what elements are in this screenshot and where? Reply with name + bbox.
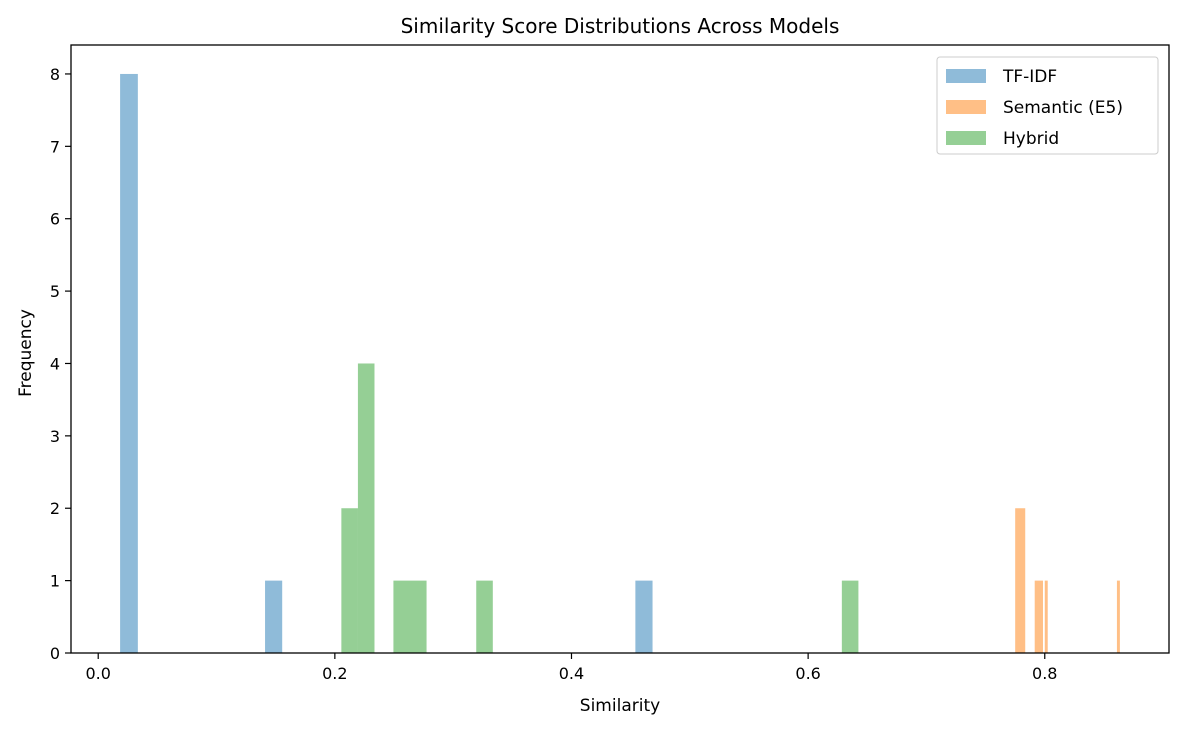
- x-tick-label: 0.8: [1032, 664, 1057, 683]
- chart-title: Similarity Score Distributions Across Mo…: [401, 14, 840, 38]
- y-axis-label: Frequency: [16, 309, 36, 397]
- bar-semantic-e5-1: [1034, 580, 1043, 653]
- y-tick-label: 3: [50, 427, 60, 446]
- legend-swatch-hybrid: [946, 131, 986, 145]
- legend-label-hybrid: Hybrid: [1003, 129, 1059, 149]
- bar-tf-idf-2: [635, 580, 653, 653]
- y-tick-label: 8: [50, 65, 60, 84]
- y-tick-label: 7: [50, 137, 60, 156]
- bar-semantic-e5-2: [1044, 580, 1048, 653]
- x-tick-label: 0.6: [795, 664, 820, 683]
- legend-label-tf-idf: TF-IDF: [1002, 67, 1057, 87]
- legend-box: [936, 56, 1159, 155]
- legend-swatch-tf-idf: [946, 69, 986, 83]
- bar-hybrid-0: [341, 508, 358, 653]
- bar-tf-idf-0: [120, 73, 138, 653]
- plot-area-frame: [70, 44, 1170, 654]
- x-tick-label: 0.0: [85, 664, 110, 683]
- bar-tf-idf-1: [265, 580, 283, 653]
- x-axis-ticks: 0.0 0.2 0.4 0.6 0.8: [85, 653, 1057, 683]
- bar-hybrid-3: [476, 580, 493, 653]
- legend: TF-IDF Semantic (E5) Hybrid: [936, 56, 1159, 155]
- y-tick-label: 5: [50, 282, 60, 301]
- y-tick-label: 2: [50, 499, 60, 518]
- bar-semantic-e5-3: [1116, 580, 1120, 653]
- y-tick-label: 0: [50, 644, 60, 663]
- y-tick-label: 6: [50, 210, 60, 229]
- x-tick-label: 0.4: [559, 664, 584, 683]
- y-axis-ticks: 0 1 2 3 4 5 6 7 8: [50, 65, 71, 663]
- y-tick-label: 1: [50, 572, 60, 591]
- bar-hybrid-4: [841, 580, 859, 653]
- bar-hybrid-1: [357, 363, 375, 653]
- y-tick-label: 4: [50, 354, 60, 373]
- bars-layer: [120, 73, 1120, 653]
- x-axis-label: Similarity: [580, 696, 660, 716]
- legend-swatch-semantic-e5: [946, 100, 986, 114]
- bar-hybrid-2: [393, 580, 427, 653]
- legend-label-semantic-e5: Semantic (E5): [1003, 98, 1123, 118]
- bar-semantic-e5-0: [1015, 508, 1026, 653]
- x-tick-label: 0.2: [322, 664, 347, 683]
